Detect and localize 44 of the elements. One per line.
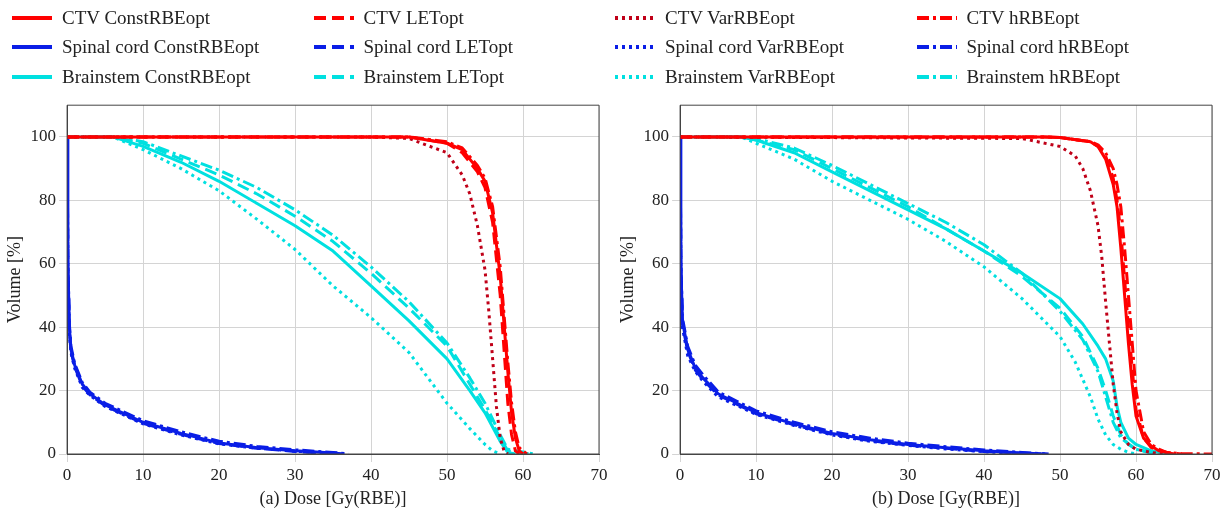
legend-label: CTV VarRBEopt [665, 7, 795, 29]
legend-label: CTV LETopt [363, 7, 464, 29]
x-axis-title: (b) Dose [Gy(RBE)] [872, 487, 1021, 509]
x-tick-label: 70 [1203, 464, 1221, 484]
y-tick-label: 80 [39, 189, 57, 209]
x-tick-label: 70 [590, 464, 608, 484]
y-tick-label: 100 [643, 126, 670, 146]
legend-label: Spinal cord VarRBEopt [665, 36, 845, 59]
legend-label: Brainstem VarRBEopt [665, 65, 836, 88]
y-tick-label: 0 [660, 443, 670, 463]
x-tick-label: 30 [899, 464, 917, 484]
y-axis-title: Volume [%] [3, 236, 24, 324]
x-tick-label: 40 [975, 464, 993, 484]
x-axis-title: (a) Dose [Gy(RBE)] [259, 487, 407, 509]
x-tick-label: 60 [514, 464, 532, 484]
x-tick-label: 30 [286, 464, 304, 484]
y-tick-label: 0 [47, 443, 57, 463]
legend-label: Brainstem LETopt [363, 65, 505, 88]
y-axis-title: Volume [%] [616, 236, 637, 324]
x-tick-label: 10 [134, 464, 152, 484]
legend-label: Brainstem ConstRBEopt [62, 65, 251, 88]
y-tick-label: 40 [39, 316, 57, 336]
legend-label: Spinal cord LETopt [363, 36, 514, 59]
y-tick-label: 100 [30, 126, 57, 146]
y-tick-label: 60 [652, 253, 670, 273]
legend-label: Spinal cord hRBEopt [966, 36, 1130, 59]
y-tick-label: 40 [652, 316, 670, 336]
legend-label: CTV hRBEopt [966, 7, 1080, 29]
x-tick-label: 20 [823, 464, 841, 484]
x-tick-label: 20 [210, 464, 228, 484]
legend-label: CTV ConstRBEopt [62, 7, 210, 29]
x-tick-label: 50 [438, 464, 456, 484]
legend-label: Spinal cord ConstRBEopt [62, 36, 260, 59]
x-tick-label: 40 [362, 464, 380, 484]
y-tick-label: 60 [39, 253, 57, 273]
y-tick-label: 20 [39, 380, 57, 400]
legend-label: Brainstem hRBEopt [966, 65, 1121, 88]
x-tick-label: 0 [62, 464, 72, 484]
x-tick-label: 10 [747, 464, 765, 484]
x-tick-label: 60 [1127, 464, 1145, 484]
y-tick-label: 20 [652, 380, 670, 400]
x-tick-label: 0 [675, 464, 685, 484]
x-tick-label: 50 [1051, 464, 1069, 484]
y-tick-label: 80 [652, 189, 670, 209]
